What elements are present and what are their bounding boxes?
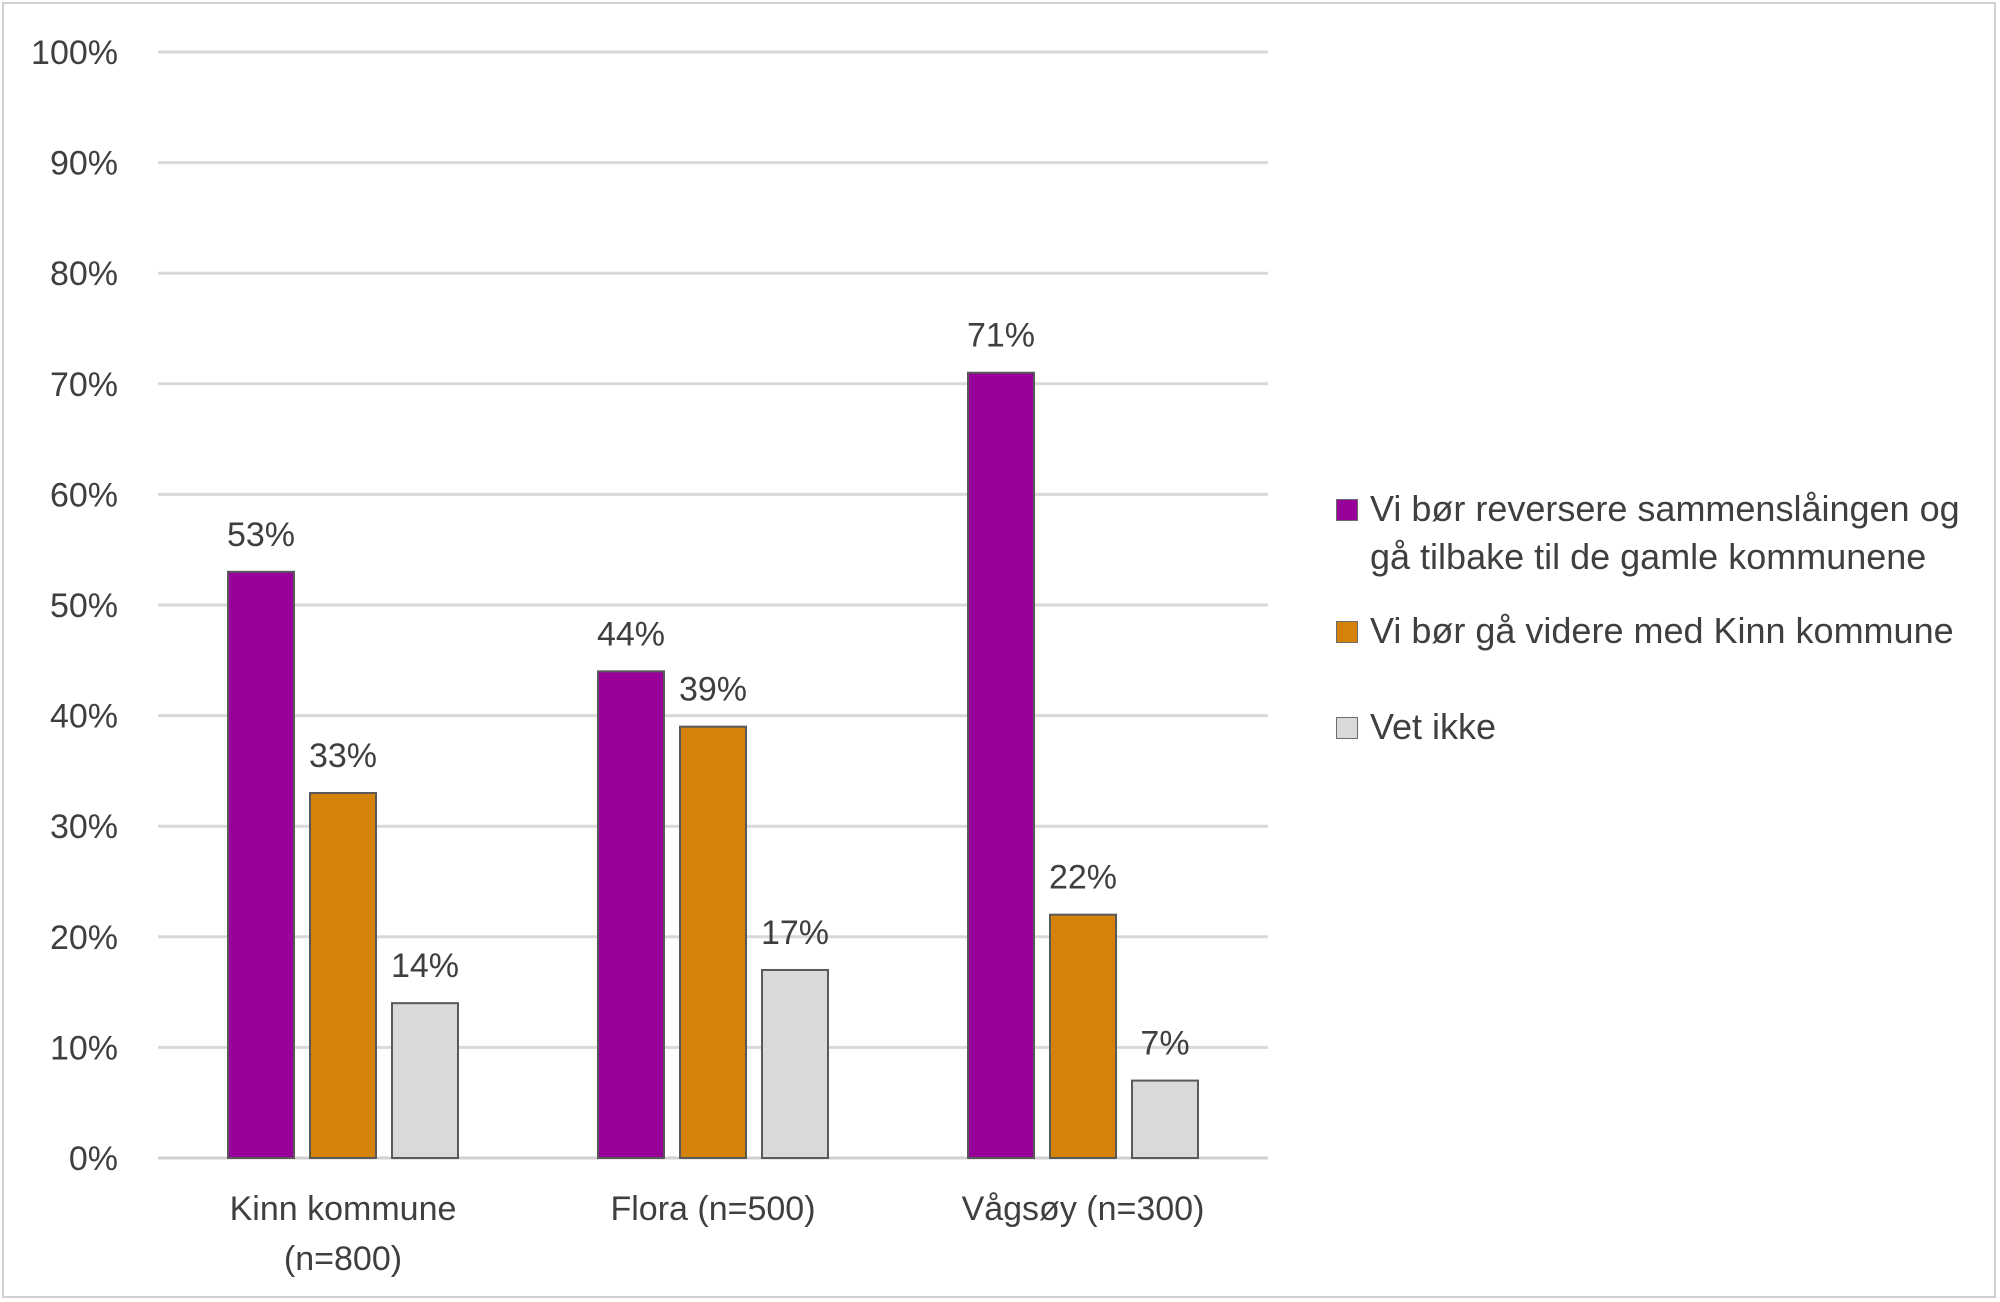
y-tick-label: 60%	[50, 476, 118, 514]
bar	[679, 725, 747, 1159]
data-label: 53%	[227, 516, 295, 554]
legend-swatch	[1336, 499, 1358, 521]
bar	[761, 968, 829, 1159]
x-category-label: Kinn kommune	[230, 1190, 457, 1228]
legend-item-reversere: Vi bør reversere sammenslåingen og gå ti…	[1330, 485, 1970, 581]
bars	[227, 371, 1199, 1160]
legend: Vi bør reversere sammenslåingen og gå ti…	[1330, 485, 1970, 777]
legend-label-line: Vet ikke	[1370, 706, 1497, 747]
x-category-label: Vågsøy (n=300)	[962, 1190, 1205, 1228]
data-label: 33%	[309, 737, 377, 775]
y-tick-label: 40%	[50, 698, 118, 736]
y-tick-label: 90%	[50, 145, 118, 183]
bar	[967, 371, 1035, 1159]
legend-label-line: Vi bør gå videre med Kinn kommune	[1370, 610, 1954, 651]
legend-swatch	[1336, 717, 1358, 739]
y-tick-label: 100%	[31, 34, 118, 72]
y-tick-label: 50%	[50, 587, 118, 625]
bar	[227, 570, 295, 1159]
data-label: 22%	[1049, 859, 1117, 897]
bar	[1131, 1079, 1199, 1159]
y-tick-label: 70%	[50, 366, 118, 404]
data-label: 14%	[391, 947, 459, 985]
legend-label-line: Vi bør reversere sammenslåingen og	[1370, 488, 1960, 529]
bar	[1049, 913, 1117, 1159]
data-label: 71%	[967, 317, 1035, 355]
data-labels: 53% 33% 14% 44% 39% 17% 71% 22% 7%	[227, 317, 1190, 1063]
data-label: 44%	[597, 615, 665, 653]
y-tick-label: 80%	[50, 255, 118, 293]
data-label: 39%	[679, 671, 747, 709]
y-tick-label: 30%	[50, 808, 118, 846]
legend-item-vet-ikke: Vet ikke	[1330, 703, 1970, 751]
bar	[309, 792, 377, 1160]
y-tick-label: 20%	[50, 919, 118, 957]
y-axis-ticks: 0% 10% 20% 30% 40% 50% 60% 70% 80% 90% 100%	[31, 34, 118, 1178]
legend-label-line: gå tilbake til de gamle kommunene	[1370, 536, 1927, 577]
legend-item-videre: Vi bør gå videre med Kinn kommune	[1330, 607, 1970, 655]
data-label: 7%	[1140, 1025, 1189, 1063]
x-axis-categories: Kinn kommune (n=800) Flora (n=500) Vågsøy (…	[230, 1190, 1205, 1278]
y-tick-label: 10%	[50, 1029, 118, 1067]
bar	[391, 1002, 459, 1159]
bar	[597, 670, 665, 1159]
x-category-label: (n=800)	[284, 1240, 402, 1278]
legend-swatch	[1336, 621, 1358, 643]
data-label: 17%	[761, 914, 829, 952]
x-category-label: Flora (n=500)	[610, 1190, 815, 1228]
y-tick-label: 0%	[69, 1140, 118, 1178]
